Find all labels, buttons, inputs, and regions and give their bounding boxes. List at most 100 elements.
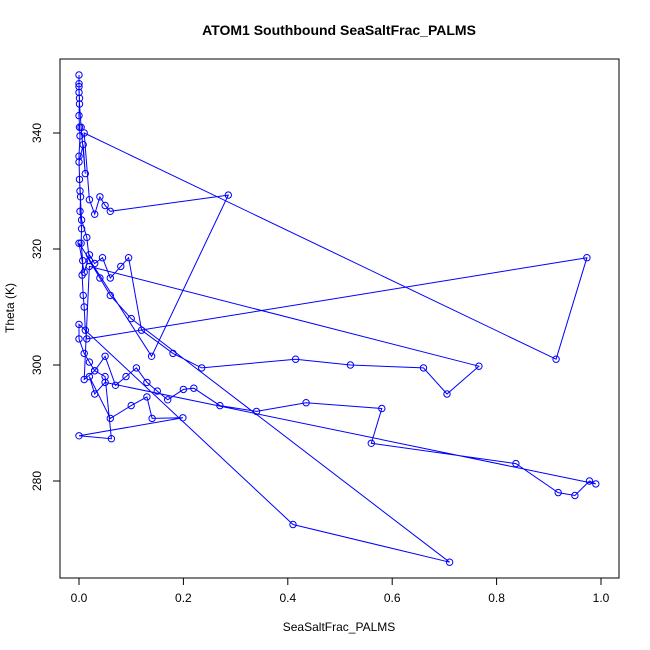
data-point (153, 387, 162, 395)
data-point (346, 361, 355, 369)
data-point (378, 404, 386, 413)
data-point (127, 401, 135, 410)
data-point (224, 191, 233, 199)
x-tick-label: 0.4 (279, 591, 296, 605)
data-point (101, 201, 109, 210)
data-point (80, 129, 88, 137)
series-line (78, 75, 597, 563)
data-point (143, 393, 151, 401)
data-point (291, 355, 300, 363)
data-point (169, 349, 177, 358)
x-tick-label: 0.6 (384, 591, 401, 605)
data-point (592, 480, 600, 488)
data-point (91, 210, 99, 218)
data-point (101, 378, 109, 387)
x-tick-label: 0.2 (175, 591, 192, 605)
data-point (106, 274, 115, 282)
data-point (75, 152, 83, 160)
data-point (445, 558, 454, 566)
data-point (91, 390, 99, 398)
y-tick-label: 300 (30, 355, 44, 375)
data-point (85, 372, 94, 381)
data-point (106, 414, 115, 423)
data-point (75, 94, 84, 102)
data-point (111, 381, 120, 389)
y-tick-label: 280 (30, 471, 44, 491)
y-tick-label: 340 (30, 123, 44, 143)
x-axis-label: SeaSaltFrac_PALMS (283, 620, 396, 634)
data-point (91, 367, 99, 375)
data-point (143, 378, 151, 387)
data-point (443, 390, 451, 398)
data-point (289, 520, 297, 529)
data-point (85, 262, 94, 271)
data-point (80, 349, 88, 358)
data-point (77, 216, 86, 224)
data-point (81, 326, 90, 334)
data-point (216, 401, 224, 410)
data-point (96, 274, 104, 282)
data-point (85, 196, 94, 204)
data-point (75, 335, 83, 343)
data-point (583, 254, 591, 262)
data-point (77, 225, 86, 233)
data-point (75, 239, 83, 247)
data-point (107, 435, 116, 443)
data-point (190, 384, 198, 392)
data-point (101, 372, 109, 381)
plot-frame (59, 58, 620, 579)
data-point (79, 291, 87, 300)
chart-title: ATOM1 Southbound SeaSaltFrac_PALMS (202, 22, 476, 38)
data-point (75, 82, 83, 91)
data-point (419, 364, 428, 372)
data-point (179, 414, 187, 422)
x-axis: 0.0 0.2 0.4 0.6 0.8 1.0 (71, 578, 610, 605)
data-point (75, 100, 84, 108)
x-tick-label: 0.8 (488, 591, 505, 605)
y-axis-label: Theta (K) (3, 283, 17, 333)
data-point (137, 326, 146, 334)
data-point (122, 372, 130, 381)
data-point (75, 320, 83, 329)
data-point (132, 364, 141, 372)
data-point (75, 88, 83, 97)
data-point (367, 439, 375, 447)
data-point (85, 251, 94, 259)
data-point (80, 268, 88, 276)
data-point (76, 187, 84, 195)
data-point (198, 364, 206, 372)
data-point (85, 256, 94, 265)
series-layer (75, 71, 600, 566)
data-point (179, 385, 188, 394)
y-axis: 280 300 320 340 (30, 123, 60, 491)
x-tick-label: 1.0 (593, 591, 610, 605)
data-point (75, 71, 83, 79)
data-point (85, 358, 94, 366)
data-point (147, 352, 156, 360)
data-point (252, 407, 261, 416)
data-point (75, 175, 84, 184)
data-point (76, 207, 84, 216)
data-point (148, 414, 156, 423)
data-point (302, 399, 310, 407)
data-point (75, 432, 83, 440)
data-point (554, 488, 562, 497)
data-point (124, 254, 133, 262)
data-point (475, 362, 483, 370)
data-point (106, 207, 115, 216)
y-tick-label: 320 (30, 239, 44, 259)
data-point (571, 491, 579, 500)
data-point (75, 158, 83, 166)
x-tick-label: 0.0 (71, 591, 88, 605)
data-point (83, 233, 91, 242)
data-point (585, 477, 594, 485)
data-point (81, 169, 90, 178)
data-point (80, 303, 88, 311)
data-point (76, 193, 85, 201)
data-point (75, 111, 83, 120)
data-point (83, 335, 91, 343)
data-point (75, 80, 83, 88)
data-point (96, 193, 104, 201)
data-point (512, 459, 520, 468)
